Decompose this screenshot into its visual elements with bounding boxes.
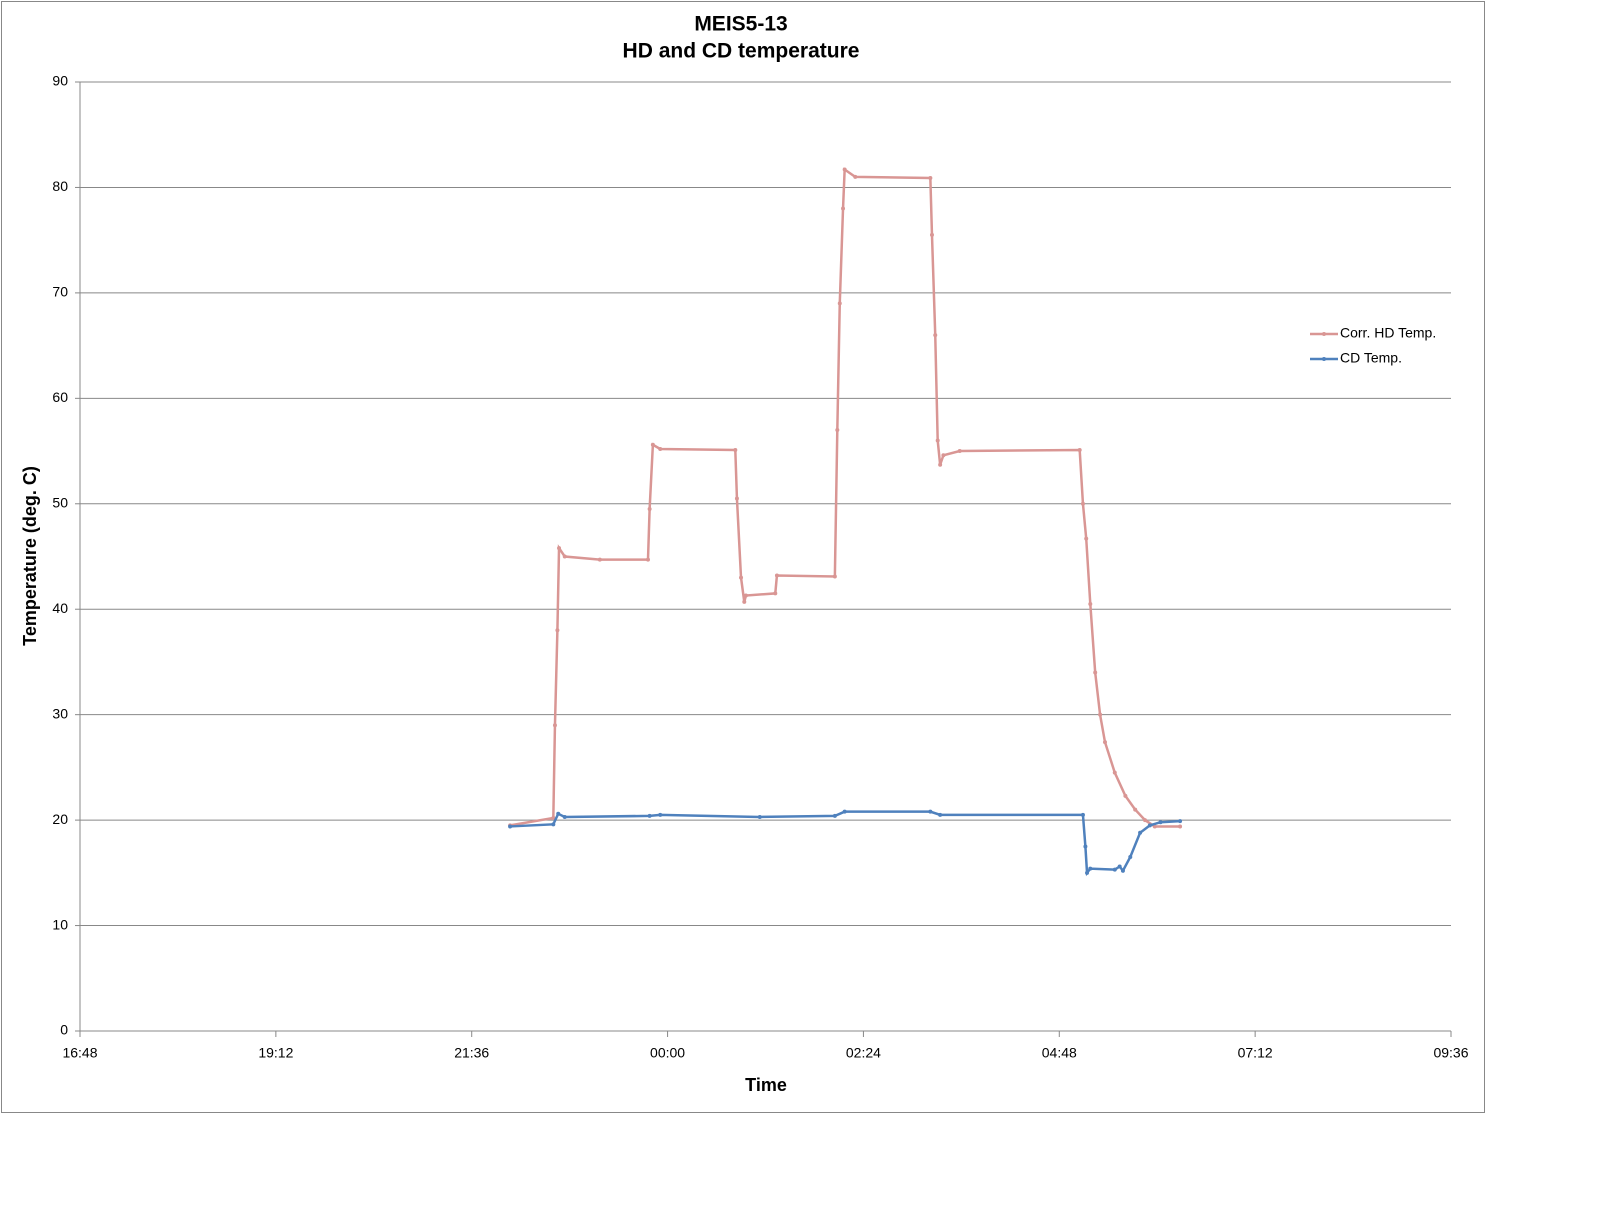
data-point <box>734 496 739 501</box>
x-tick-label: 07:12 <box>1238 1045 1273 1061</box>
data-point <box>832 813 837 818</box>
x-tick-label: 09:36 <box>1433 1045 1468 1061</box>
data-point <box>1138 830 1143 835</box>
data-point <box>555 628 560 633</box>
series-line <box>509 167 1181 828</box>
data-point <box>841 206 846 211</box>
data-point <box>935 438 940 443</box>
data-point <box>1112 770 1117 775</box>
data-point <box>933 333 938 338</box>
data-point <box>562 814 567 819</box>
data-point <box>837 301 842 306</box>
y-axis-label: Temperature (deg. C) <box>20 466 40 646</box>
data-point <box>1142 818 1147 823</box>
data-point <box>835 427 840 432</box>
data-point <box>928 175 933 180</box>
data-point <box>1102 740 1107 745</box>
data-point <box>757 814 762 819</box>
data-point <box>508 824 513 829</box>
data-point <box>957 449 962 454</box>
data-point <box>658 446 663 451</box>
y-tick-label: 30 <box>52 705 68 721</box>
chart-title: MEIS5-13 <box>694 13 787 36</box>
data-point <box>1098 712 1103 717</box>
data-point <box>1117 864 1122 869</box>
data-point <box>1093 670 1098 675</box>
data-point <box>742 599 747 604</box>
y-tick-label: 60 <box>52 389 68 405</box>
y-tick-label: 80 <box>52 178 68 194</box>
data-point <box>733 448 738 453</box>
data-point <box>1123 793 1128 798</box>
data-point <box>938 812 943 817</box>
x-tick-label: 16:48 <box>62 1045 97 1061</box>
y-tick-label: 0 <box>60 1022 68 1038</box>
chart-border <box>1 1 1485 1113</box>
y-tick-label: 10 <box>52 916 68 932</box>
x-tick-label: 02:24 <box>846 1045 881 1061</box>
data-point <box>551 822 556 827</box>
data-point <box>928 809 933 814</box>
data-point <box>853 174 858 179</box>
chart-subtitle: HD and CD temperature <box>623 40 860 63</box>
x-axis-label: Time <box>745 1075 787 1095</box>
data-point <box>1084 536 1089 541</box>
legend-label: Corr. HD Temp. <box>1340 325 1436 341</box>
data-point <box>941 453 946 458</box>
data-point <box>650 442 655 447</box>
x-tick-label: 00:00 <box>650 1045 685 1061</box>
data-point <box>842 167 847 172</box>
y-tick-label: 40 <box>52 600 68 616</box>
data-point <box>647 507 652 512</box>
data-point <box>658 812 663 817</box>
data-point <box>1088 866 1093 871</box>
data-point <box>774 573 779 578</box>
data-point <box>551 816 556 821</box>
data-point <box>1077 448 1082 453</box>
x-tick-label: 19:12 <box>258 1045 293 1061</box>
legend-label: CD Temp. <box>1340 350 1402 366</box>
data-point <box>1147 823 1152 828</box>
x-tick-label: 04:48 <box>1042 1045 1077 1061</box>
data-point <box>1133 807 1138 812</box>
data-point <box>1178 819 1183 824</box>
data-point <box>1085 870 1090 875</box>
data-point <box>647 813 652 818</box>
y-tick-label: 20 <box>52 811 68 827</box>
data-point <box>739 575 744 580</box>
data-point <box>1178 824 1183 829</box>
data-point <box>557 546 562 551</box>
legend-marker <box>1322 332 1326 336</box>
data-point <box>832 574 837 579</box>
data-point <box>1112 867 1117 872</box>
legend-marker <box>1322 357 1326 361</box>
data-point <box>1158 820 1163 825</box>
x-tick-label: 21:36 <box>454 1045 489 1061</box>
data-point <box>842 809 847 814</box>
data-point <box>1120 868 1125 873</box>
data-point <box>597 557 602 562</box>
y-tick-label: 50 <box>52 494 68 510</box>
data-point <box>1083 844 1088 849</box>
data-point <box>938 462 943 467</box>
data-point <box>1128 855 1133 860</box>
data-point <box>929 232 934 237</box>
data-point <box>1088 601 1093 606</box>
y-tick-label: 90 <box>52 73 68 89</box>
data-point <box>743 593 748 598</box>
y-tick-label: 70 <box>52 284 68 300</box>
data-point <box>1080 501 1085 506</box>
data-point <box>552 723 557 728</box>
data-point <box>645 557 650 562</box>
data-point <box>1080 812 1085 817</box>
data-point <box>773 591 778 596</box>
data-point <box>562 554 567 559</box>
data-point <box>556 811 561 816</box>
